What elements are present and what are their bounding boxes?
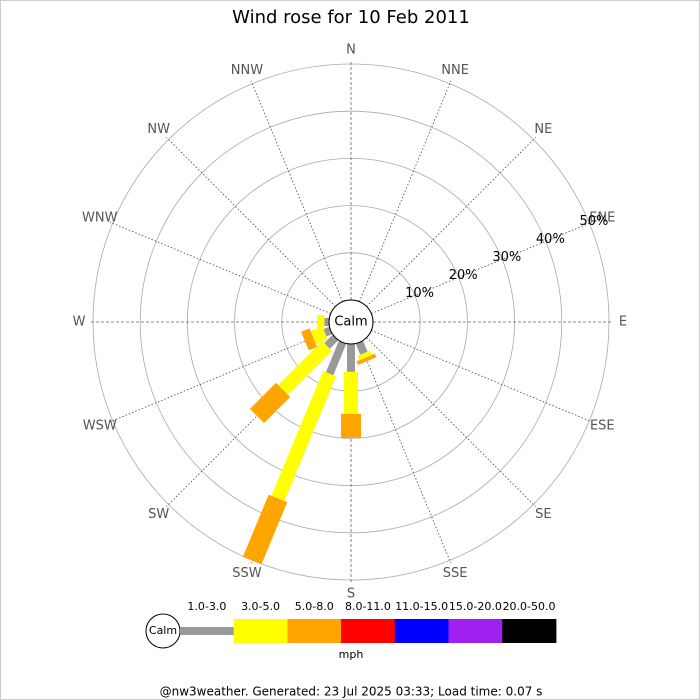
spoke bbox=[250, 80, 343, 302]
bar-segment bbox=[317, 315, 325, 329]
direction-label: S bbox=[347, 587, 355, 602]
spoke bbox=[109, 221, 331, 314]
calm-circle bbox=[328, 299, 374, 345]
bar-segment bbox=[324, 318, 329, 326]
bar-segment bbox=[324, 334, 339, 349]
legend-label: 8.0-11.0 bbox=[345, 600, 391, 613]
direction-label: NE bbox=[534, 122, 552, 137]
bar-segment bbox=[341, 413, 361, 438]
legend-swatch bbox=[394, 619, 449, 643]
legend-label: 20.0-50.0 bbox=[503, 600, 556, 613]
legend-calm-label: Calm bbox=[149, 624, 177, 637]
chart-title: Wind rose for 10 Feb 2011 bbox=[232, 7, 470, 28]
legend-swatch bbox=[287, 619, 342, 643]
direction-label: NW bbox=[147, 122, 170, 137]
bar-segment bbox=[357, 350, 373, 361]
y-tick-label: 50% bbox=[580, 214, 609, 229]
legend-swatch bbox=[341, 619, 396, 643]
legend-swatch bbox=[233, 619, 288, 643]
legend-swatch bbox=[448, 619, 503, 643]
y-tick-label: 20% bbox=[449, 268, 478, 283]
bar-segment bbox=[356, 353, 377, 365]
footer: @nw3weather. Generated: 23 Jul 2025 03:3… bbox=[160, 685, 543, 699]
spoke bbox=[371, 221, 593, 314]
spoke bbox=[366, 337, 536, 507]
calm-label: Calm bbox=[334, 315, 367, 330]
bar-segment bbox=[278, 340, 333, 395]
bar-segment bbox=[344, 371, 358, 414]
legend-swatch bbox=[180, 627, 235, 635]
direction-label: SSE bbox=[443, 566, 468, 581]
spoke bbox=[359, 342, 452, 564]
spoke bbox=[109, 330, 331, 423]
legend-label: 1.0-3.0 bbox=[187, 600, 226, 613]
spoke bbox=[359, 80, 452, 302]
legend-label: 11.0-15.0 bbox=[395, 600, 448, 613]
direction-label: WSW bbox=[83, 419, 117, 434]
legend-unit: mph bbox=[339, 648, 364, 661]
bar-segment bbox=[271, 371, 337, 502]
spoke bbox=[371, 330, 593, 423]
spoke bbox=[166, 137, 336, 307]
legend-label: 15.0-20.0 bbox=[449, 600, 502, 613]
legend-label: 3.0-5.0 bbox=[241, 600, 280, 613]
grid-ring bbox=[139, 110, 563, 534]
y-tick-label: 10% bbox=[405, 286, 434, 301]
y-tick-label: 40% bbox=[536, 232, 565, 247]
direction-label: ENE bbox=[589, 210, 615, 225]
y-tick-label: 30% bbox=[492, 250, 521, 265]
direction-label: SSW bbox=[232, 566, 262, 581]
bar-segment bbox=[325, 340, 347, 376]
direction-label: E bbox=[619, 315, 627, 330]
direction-label: NNW bbox=[231, 63, 263, 78]
legend-swatch bbox=[502, 619, 557, 643]
bar-segment bbox=[310, 326, 328, 345]
direction-label: N bbox=[346, 43, 356, 58]
bar-segment bbox=[243, 494, 288, 565]
grid-ring bbox=[234, 205, 468, 439]
spoke bbox=[366, 137, 536, 307]
legend-label: 5.0-8.0 bbox=[295, 600, 334, 613]
direction-label: SE bbox=[535, 507, 551, 522]
bar-segment bbox=[249, 382, 291, 424]
direction-label: W bbox=[73, 315, 86, 330]
direction-label: NNE bbox=[441, 63, 469, 78]
direction-label: WNW bbox=[82, 210, 118, 225]
direction-label: ESE bbox=[590, 419, 615, 434]
bar-segment bbox=[301, 328, 318, 351]
bar-segment bbox=[347, 344, 355, 372]
bar-segment bbox=[355, 340, 368, 355]
direction-label: SW bbox=[148, 507, 169, 522]
